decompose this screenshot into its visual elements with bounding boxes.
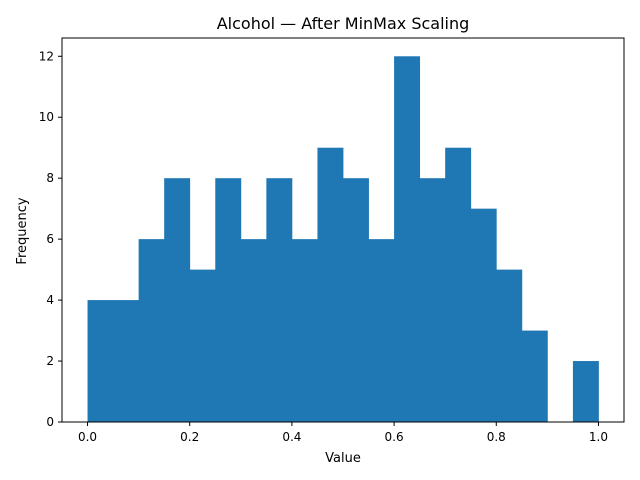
x-tick-label: 0.4 <box>282 430 301 444</box>
y-tick-label: 12 <box>39 49 54 63</box>
x-axis-label: Value <box>325 451 361 466</box>
x-tick-label: 1.0 <box>589 430 608 444</box>
y-tick-label: 10 <box>39 110 54 124</box>
histogram-bar <box>394 56 421 423</box>
y-tick-label: 6 <box>46 232 54 246</box>
y-tick-label: 8 <box>46 171 54 185</box>
histogram-bar <box>189 269 216 422</box>
x-tick-label: 0.8 <box>487 430 506 444</box>
histogram-bar <box>317 147 344 422</box>
histogram-bar <box>138 239 165 422</box>
histogram-bar <box>291 239 318 422</box>
y-axis-label: Frequency <box>15 197 30 264</box>
histogram-bar <box>419 178 446 422</box>
chart-title: Alcohol — After MinMax Scaling <box>217 14 470 33</box>
histogram-bar <box>368 239 395 422</box>
y-axis-ticks: 0 2 4 6 8 10 12 <box>39 49 62 429</box>
histogram-bar <box>343 178 369 422</box>
histogram-bar <box>572 361 599 422</box>
x-axis-ticks: 0.0 0.2 0.4 0.6 0.8 1.0 <box>78 422 608 444</box>
histogram-bar <box>266 178 293 422</box>
histogram-bar <box>215 178 242 422</box>
x-tick-label: 0.6 <box>385 430 404 444</box>
histogram-bar <box>164 178 191 422</box>
histogram-bar <box>240 239 267 422</box>
plot-frame <box>61 37 625 423</box>
y-tick-label: 0 <box>46 415 54 429</box>
histogram-bar <box>113 300 140 422</box>
x-tick-label: 0.2 <box>180 430 199 444</box>
histogram-bar <box>470 208 497 422</box>
histogram-bar <box>521 330 548 422</box>
histogram-bar <box>87 300 114 422</box>
bars-group <box>87 56 599 423</box>
y-tick-label: 4 <box>46 293 54 307</box>
y-tick-label: 2 <box>46 354 54 368</box>
histogram-bar <box>496 269 523 422</box>
x-tick-label: 0.0 <box>78 430 97 444</box>
histogram-bar <box>445 147 472 422</box>
